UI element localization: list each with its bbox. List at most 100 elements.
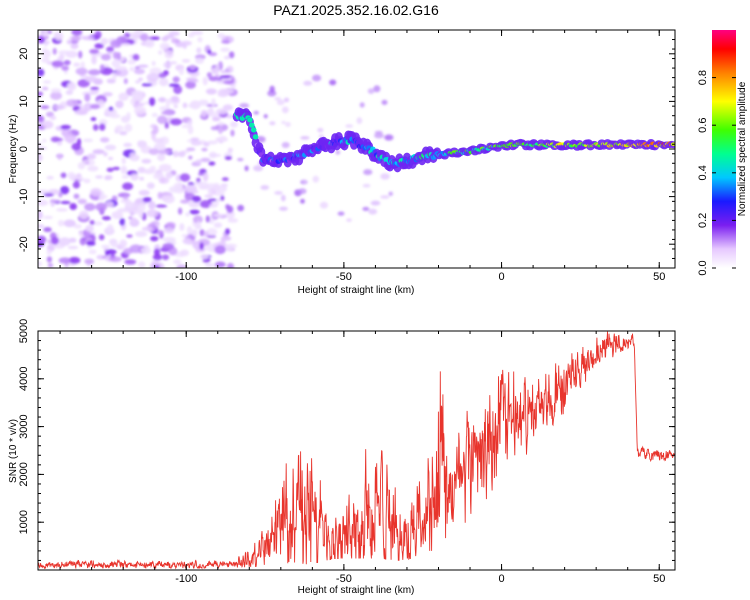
noise-blob [157,97,167,103]
noise-blob [70,35,81,42]
noise-blob [195,159,202,164]
ridge-core [249,122,255,128]
noise-blob [122,182,134,191]
noise-blob [130,173,139,181]
noise-blob [41,57,50,63]
noise-blob [200,109,207,118]
noise-blob [84,203,96,211]
noise-blob [60,186,70,195]
noise-blob [104,249,117,255]
noise-blob [380,195,390,199]
noise-blob [138,189,150,196]
noise-blob [186,226,193,235]
noise-blob [230,84,236,89]
x-tick-label: -100 [175,573,197,585]
x-tick-label: 50 [653,573,665,585]
noise-blob [41,48,48,52]
noise-blob [95,175,104,179]
noise-blob [149,165,157,172]
noise-blob [54,31,64,41]
noise-blob [73,224,82,229]
noise-blob [182,238,192,244]
noise-blob [90,187,102,197]
y-tick-label: 1000 [18,510,30,534]
colorbar-tick-label: 0.0 [697,260,709,275]
noise-blob [67,171,76,179]
noise-blob [124,259,137,265]
y-tick-label: -20 [18,236,30,252]
colorbar-ticks: 0.0 0.2 0.4 0.6 0.8 [697,70,736,276]
noise-blob [106,78,116,84]
y-tick-label: 20 [18,48,30,60]
spectrogram-x-axis-title: Height of straight line (km) [298,285,415,296]
noise-blob [66,39,72,45]
noise-blob [134,106,147,116]
noise-blob [133,68,146,75]
noise-blob [103,151,108,157]
noise-blob [196,47,202,54]
noise-blob [91,55,97,65]
noise-blob [92,149,105,155]
noise-blob [220,195,225,201]
noise-blob [51,236,60,245]
noise-blob [38,235,47,244]
noise-blob [185,80,196,89]
noise-blob [110,39,122,48]
noise-blob [196,177,201,183]
noise-blob [79,74,88,79]
noise-blob [54,137,64,142]
noise-blob [201,147,208,152]
noise-blob [207,49,212,55]
noise-blob [179,223,185,231]
noise-blob [335,150,341,155]
x-tick-label: -100 [175,271,197,283]
noise-blob [130,97,136,106]
x-tick-label: 0 [498,573,504,585]
noise-blob [148,97,156,107]
noise-blob [214,261,226,268]
noise-blob [38,154,43,162]
noise-blob [182,102,188,109]
noise-blob [356,117,363,124]
noise-blob [49,115,57,120]
noise-blob [226,65,234,74]
noise-blob [121,157,126,165]
noise-blob [214,245,226,255]
noise-blob [274,97,281,101]
spectrogram-blobs [38,30,394,268]
noise-blob [239,103,250,109]
noise-blob [388,191,393,196]
noise-blob [77,198,87,205]
noise-blob [207,198,217,202]
noise-blob [95,202,107,212]
noise-blob [260,185,270,190]
noise-blob [50,91,62,101]
noise-blob [50,88,62,93]
noise-blob [151,131,156,141]
noise-blob [195,57,204,64]
noise-blob [300,198,305,204]
noise-blob [102,92,113,97]
noise-blob [207,186,212,196]
noise-blob [83,178,91,184]
noise-blob [380,173,390,180]
noise-blob [61,65,69,71]
x-tick-label: -50 [336,573,352,585]
noise-blob [206,140,218,145]
noise-blob [149,67,162,75]
noise-blob [67,82,75,89]
noise-blob [49,199,61,203]
noise-blob [217,127,223,135]
noise-blob [151,61,156,66]
noise-blob [121,175,129,179]
noise-blob [38,68,45,77]
noise-blob [281,141,290,149]
colorbar-tick-label: 0.8 [697,70,709,85]
noise-blob [64,133,77,143]
colorbar: 0.0 0.2 0.4 0.6 0.8 Normalized spectral ampl… [697,30,748,276]
noise-blob [165,98,170,108]
noise-blob [180,199,190,204]
noise-blob [124,201,135,211]
noise-blob [208,76,219,82]
